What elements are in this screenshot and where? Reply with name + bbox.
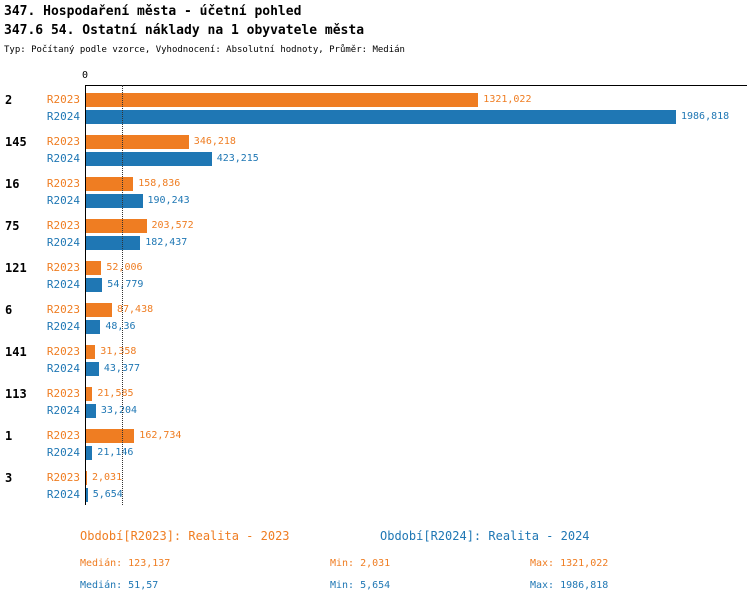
series-row-label-r2024: R2024 <box>46 236 80 249</box>
series-row-label-r2023: R2023 <box>46 177 80 190</box>
bar-r2024 <box>86 278 103 292</box>
bar-value-label: 203,572 <box>151 220 194 231</box>
bar-r2024 <box>86 110 676 124</box>
category-label: 113 <box>5 387 27 401</box>
series-row-label-r2024: R2024 <box>46 404 80 417</box>
bar-r2024 <box>86 488 88 502</box>
series-row-label-r2023: R2023 <box>46 303 80 316</box>
bar-value-label: 1321,022 <box>483 94 532 105</box>
bar-value-label: 48,36 <box>105 321 136 332</box>
report-title: 347. Hospodaření města - účetní pohled <box>4 4 302 19</box>
bar-r2023 <box>86 387 93 401</box>
bar-value-label: 2,031 <box>92 472 123 483</box>
series-row-label-r2024: R2024 <box>46 110 80 123</box>
stat-max-r2023: Max: 1321,022 <box>530 558 609 569</box>
bar-value-label: 54,779 <box>107 279 144 290</box>
bar-r2024 <box>86 194 143 208</box>
report-meta: Typ: Počítaný podle vzorce, Vyhodnocení:… <box>4 45 405 55</box>
report-subtitle: 347.6 54. Ostatní náklady na 1 obyvatele… <box>4 23 365 38</box>
median-line <box>121 85 123 505</box>
category-label: 3 <box>5 471 13 485</box>
bar-chart: 0 2 R2023 1321,022 R2024 1986,818 145 R2023 346,… <box>0 60 750 515</box>
stat-median-r2023: Medián: 123,137 <box>80 558 171 569</box>
bar-r2023 <box>86 429 135 443</box>
stat-min-r2024: Min: 5,654 <box>330 580 391 591</box>
bar-value-label: 158,836 <box>138 178 181 189</box>
series-row-label-r2023: R2023 <box>46 429 80 442</box>
stat-median-r2024: Medián: 51,57 <box>80 580 159 591</box>
bar-r2023 <box>86 135 189 149</box>
series-row-label-r2023: R2023 <box>46 261 80 274</box>
bar-value-label: 52,006 <box>106 262 143 273</box>
series-row-label-r2023: R2023 <box>46 219 80 232</box>
bar-r2024 <box>86 152 212 166</box>
bar-value-label: 87,438 <box>117 304 154 315</box>
bar-r2023 <box>86 93 479 107</box>
bar-value-label: 5,654 <box>92 489 123 500</box>
bar-value-label: 31,358 <box>100 346 137 357</box>
series-row-label-r2024: R2024 <box>46 488 80 501</box>
bar-value-label: 21,585 <box>97 388 134 399</box>
series-row-label-r2024: R2024 <box>46 278 80 291</box>
plot-top-line <box>85 85 747 86</box>
bar-value-label: 21,146 <box>97 447 134 458</box>
series-row-label-r2023: R2023 <box>46 345 80 358</box>
series-row-label-r2024: R2024 <box>46 194 80 207</box>
bar-r2024 <box>86 446 93 460</box>
bar-r2024 <box>86 236 141 250</box>
y-axis-line <box>85 85 86 505</box>
x-axis-zero-label: 0 <box>81 70 89 81</box>
bar-r2023 <box>86 303 112 317</box>
bar-value-label: 182,437 <box>145 237 188 248</box>
series-row-label-r2023: R2023 <box>46 135 80 148</box>
category-label: 145 <box>5 135 27 149</box>
bar-value-label: 346,218 <box>193 136 236 147</box>
category-label: 75 <box>5 219 20 233</box>
stat-min-r2023: Min: 2,031 <box>330 558 391 569</box>
category-label: 16 <box>5 177 20 191</box>
bar-r2024 <box>86 404 96 418</box>
series-row-label-r2024: R2024 <box>46 362 80 375</box>
category-label: 141 <box>5 345 27 359</box>
series-row-label-r2023: R2023 <box>46 387 80 400</box>
legend-period-r2023: Období[R2023]: Realita - 2023 <box>80 529 290 543</box>
bar-r2023 <box>86 261 102 275</box>
bar-value-label: 423,215 <box>216 153 259 164</box>
bar-value-label: 1986,818 <box>681 111 730 122</box>
bar-r2024 <box>86 362 99 376</box>
series-row-label-r2023: R2023 <box>46 471 80 484</box>
series-row-label-r2024: R2024 <box>46 446 80 459</box>
series-row-label-r2024: R2024 <box>46 152 80 165</box>
bar-r2023 <box>86 177 134 191</box>
legend-period-r2024: Období[R2024]: Realita - 2024 <box>380 529 590 543</box>
series-row-label-r2023: R2023 <box>46 93 80 106</box>
stat-max-r2024: Max: 1986,818 <box>530 580 609 591</box>
bar-r2023 <box>86 219 147 233</box>
category-label: 1 <box>5 429 13 443</box>
category-label: 6 <box>5 303 13 317</box>
bar-r2023 <box>86 345 96 359</box>
bar-value-label: 33,204 <box>100 405 138 416</box>
bar-r2024 <box>86 320 101 334</box>
bar-value-label: 162,734 <box>139 430 182 441</box>
category-label: 2 <box>5 93 13 107</box>
bar-r2023 <box>86 471 87 485</box>
bar-value-label: 190,243 <box>147 195 190 206</box>
series-row-label-r2024: R2024 <box>46 320 80 333</box>
category-label: 121 <box>5 261 27 275</box>
